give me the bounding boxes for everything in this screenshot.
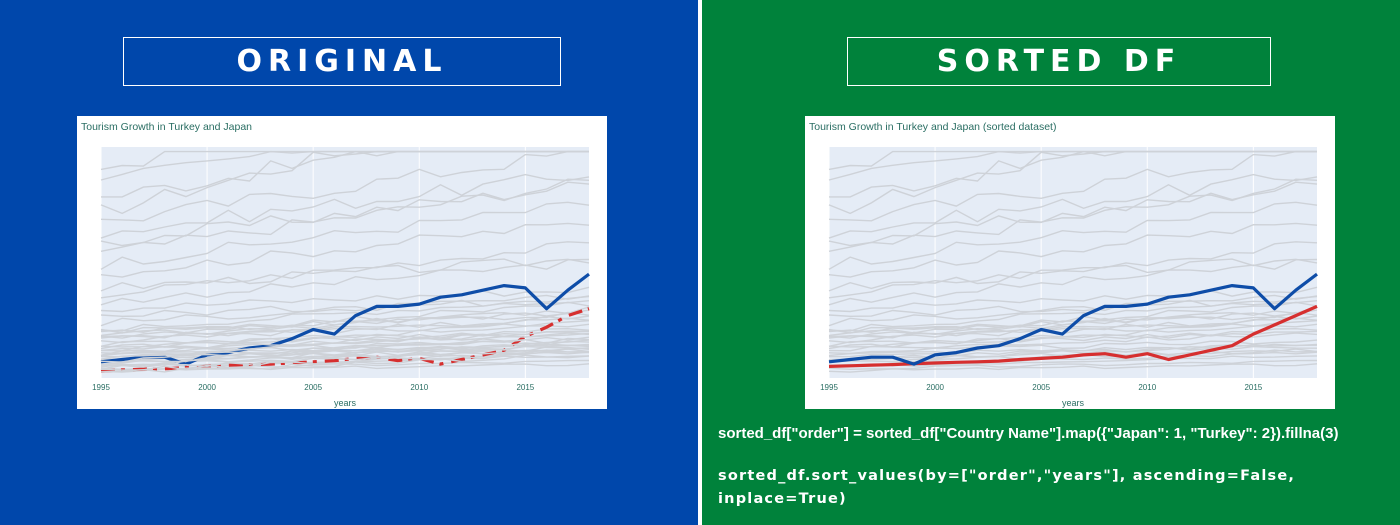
other-country-line [828, 150, 1317, 171]
other-country-line [828, 286, 1318, 313]
other-country-line [100, 343, 590, 365]
other-country-line [828, 309, 1318, 334]
x-tick-label: 2005 [304, 383, 322, 392]
x-tick-label: 2015 [1244, 383, 1262, 392]
code-line-order-mapping: sorted_df["order"] = sorted_df["Country … [718, 425, 1339, 442]
original-chart-card: Tourism Growth in Turkey and Japan 1995 20… [77, 116, 607, 409]
sorted-chart-card: Tourism Growth in Turkey and Japan (sort… [805, 116, 1335, 409]
other-country-line [828, 315, 1318, 344]
other-country-line [100, 286, 590, 313]
other-country-line [828, 295, 1318, 332]
original-panel: ORIGINAL Tourism Growth in Turkey and Ja… [0, 0, 698, 525]
x-tick-label: 2015 [516, 383, 534, 392]
x-tick-label: 2000 [926, 383, 944, 392]
sorted-chart: Tourism Growth in Turkey and Japan (sort… [809, 121, 1318, 408]
x-axis-label: years [1062, 398, 1085, 408]
other-country-line [100, 173, 590, 239]
other-country-line [100, 336, 590, 357]
other-country-line [100, 181, 590, 247]
x-tick-label: 2010 [410, 383, 428, 392]
other-country-line [828, 241, 1318, 299]
x-tick-label: 2000 [198, 383, 216, 392]
other-country-line [828, 222, 1318, 278]
panel-divider [698, 0, 702, 525]
original-heading: ORIGINAL [123, 37, 561, 86]
other-country-line [100, 201, 590, 270]
x-axis-label: years [334, 398, 357, 408]
other-country-line [828, 323, 1318, 338]
sorted-heading: SORTED DF [847, 37, 1271, 86]
other-country-line [828, 332, 1318, 352]
original-chart: Tourism Growth in Turkey and Japan 1995 20… [81, 121, 590, 408]
x-tick-label: 2005 [1032, 383, 1050, 392]
other-country-line [100, 330, 590, 347]
japan-series-line [100, 272, 590, 366]
other-country-line [100, 301, 590, 337]
other-country-line [100, 150, 589, 171]
other-countries-lines [100, 150, 590, 373]
other-country-line [100, 323, 590, 338]
other-country-line [828, 201, 1318, 270]
other-country-line [828, 359, 1318, 371]
other-country-line [100, 258, 590, 306]
other-country-line [100, 294, 590, 327]
chart-title: Tourism Growth in Turkey and Japan [81, 121, 252, 133]
other-country-line [100, 295, 590, 332]
other-country-line [828, 299, 1318, 318]
other-country-line [828, 355, 1318, 368]
sorted-panel: SORTED DF Tourism Growth in Turkey and J… [702, 0, 1400, 525]
other-country-line [100, 309, 590, 334]
x-tick-label: 1995 [92, 383, 110, 392]
other-country-line [828, 150, 1317, 222]
other-country-line [100, 258, 590, 292]
other-country-line [100, 222, 590, 278]
other-country-line [828, 301, 1318, 337]
other-country-line [828, 181, 1318, 247]
other-country-line [828, 258, 1318, 292]
other-country-line [100, 330, 590, 352]
japan-series-line [828, 272, 1318, 366]
other-country-line [828, 294, 1318, 327]
code-line-sort-values: sorted_df.sort_values(by=["order","years… [718, 468, 1296, 507]
other-country-line [100, 351, 590, 371]
x-tick-label: 1995 [820, 383, 838, 392]
other-country-line [100, 150, 589, 222]
other-country-line [100, 347, 590, 370]
other-country-line [828, 339, 1318, 355]
other-country-line [100, 349, 590, 363]
x-tick-label: 2010 [1138, 383, 1156, 392]
other-country-line [100, 315, 590, 344]
other-country-line [100, 241, 590, 299]
other-country-line [828, 363, 1318, 373]
other-country-line [828, 344, 1318, 361]
other-country-line [828, 330, 1318, 347]
other-country-line [828, 258, 1318, 306]
other-country-line [828, 173, 1318, 239]
other-country-line [100, 299, 590, 318]
chart-title: Tourism Growth in Turkey and Japan (sort… [809, 121, 1056, 133]
